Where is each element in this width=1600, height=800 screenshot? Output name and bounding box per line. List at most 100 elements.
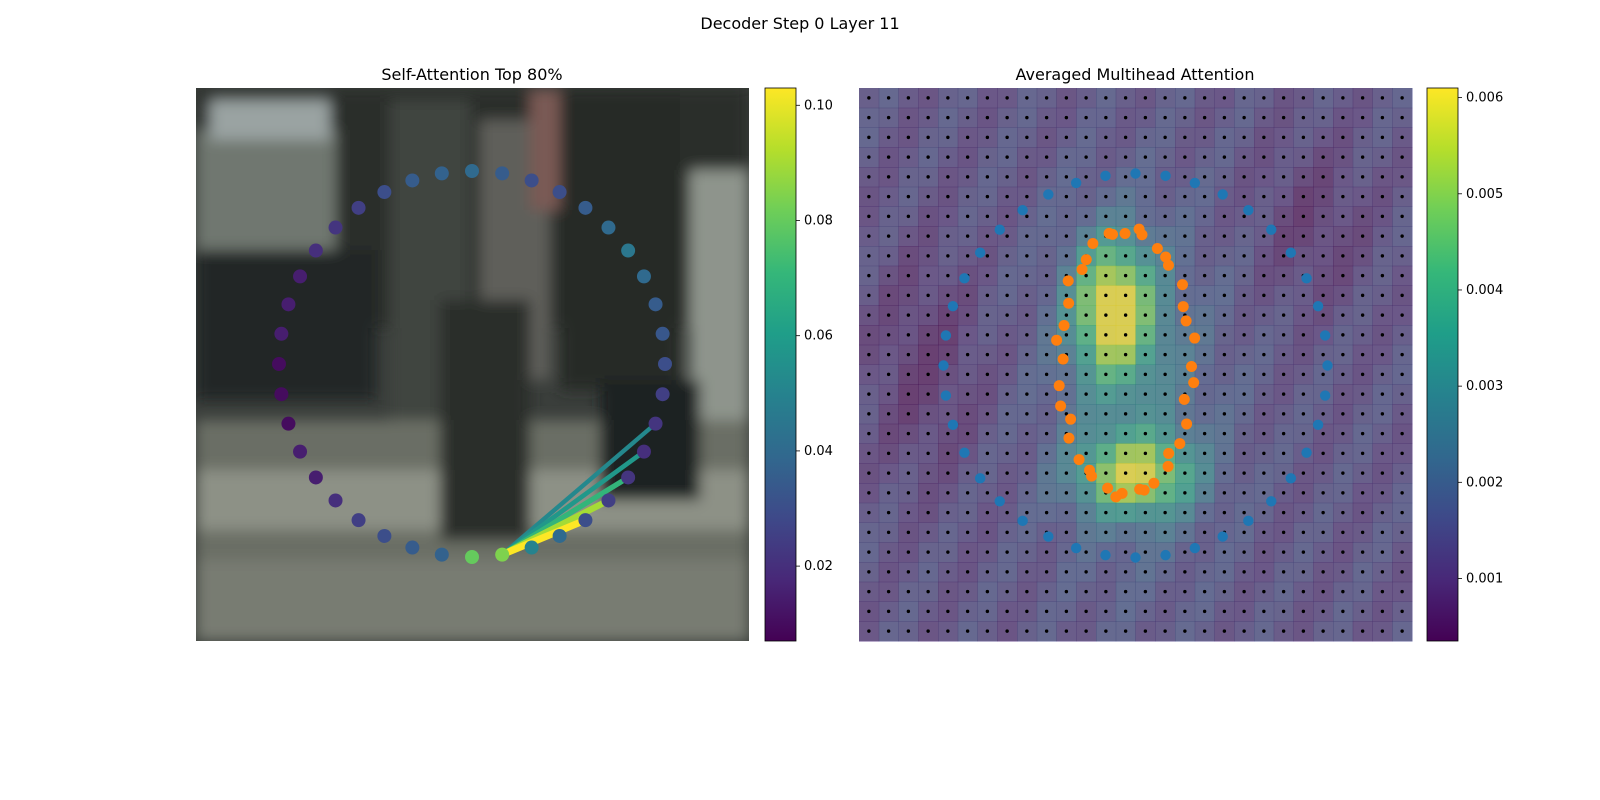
grid-dot	[1301, 510, 1306, 515]
grid-dot	[1301, 96, 1306, 100]
blue-point	[1217, 531, 1228, 542]
grid-dot	[1380, 431, 1385, 436]
grid-dot	[1005, 313, 1009, 317]
grid-dot	[1064, 530, 1069, 535]
grid-dot	[1025, 550, 1029, 554]
grid-dot	[1301, 333, 1306, 337]
grid-dot	[1262, 313, 1266, 317]
grid-dot	[1044, 333, 1049, 337]
grid-dot	[1183, 214, 1187, 219]
grid-dot	[1222, 570, 1227, 574]
grid-dot	[1281, 293, 1286, 298]
grid-dot	[1301, 313, 1306, 317]
grid-dot	[1202, 254, 1207, 258]
grid-dot	[1242, 412, 1246, 416]
grid-dot	[1123, 510, 1128, 515]
grid-dot	[1123, 135, 1128, 140]
grid-dot	[946, 135, 950, 140]
grid-dot	[985, 471, 990, 475]
grid-dot	[946, 510, 950, 515]
grid-dot	[1202, 333, 1207, 337]
grid-dot	[1143, 115, 1148, 120]
grid-dot	[1341, 431, 1345, 436]
grid-dot	[906, 155, 911, 159]
grid-dot	[1064, 510, 1069, 515]
grid-dot	[1123, 293, 1128, 298]
grid-dot	[946, 629, 950, 633]
grid-dot	[1400, 550, 1404, 554]
blue-point	[1243, 515, 1254, 527]
attention-point	[648, 297, 663, 312]
grid-dot	[1123, 175, 1128, 179]
grid-dot	[946, 491, 950, 495]
grid-dot	[886, 412, 891, 416]
grid-dot	[1242, 214, 1246, 219]
grid-dot	[965, 570, 970, 574]
grid-dot	[906, 589, 911, 594]
grid-dot	[867, 451, 871, 456]
grid-dot	[867, 234, 871, 238]
grid-dot	[1341, 392, 1345, 396]
orange-series	[1051, 223, 1201, 503]
grid-dot	[1202, 392, 1207, 396]
grid-dot	[1341, 96, 1345, 100]
grid-dot	[1183, 96, 1187, 100]
grid-dot	[1005, 135, 1009, 140]
grid-dot	[1143, 431, 1148, 436]
blue-point	[1017, 515, 1028, 527]
orange-point	[1073, 454, 1085, 466]
grid-dot	[906, 471, 911, 475]
grid-dot	[1044, 135, 1049, 140]
grid-dot	[1242, 431, 1246, 436]
grid-dot	[1360, 392, 1365, 396]
grid-dot	[1380, 530, 1385, 535]
attention-point	[281, 416, 296, 431]
grid-dot	[1301, 629, 1306, 633]
grid-dot	[1084, 451, 1088, 456]
grid-dot	[1400, 589, 1404, 594]
grid-dot	[965, 629, 970, 633]
grid-dot	[1202, 293, 1207, 298]
grid-dot	[1005, 175, 1009, 179]
grid-dot	[1044, 175, 1049, 179]
grid-dot	[886, 96, 891, 100]
attention-point	[495, 166, 510, 181]
grid-dot	[985, 234, 990, 238]
grid-dot	[1123, 352, 1128, 357]
blue-point	[940, 330, 952, 341]
grid-dot	[906, 194, 911, 199]
grid-dot	[1301, 570, 1306, 574]
orange-point	[1053, 380, 1065, 392]
grid-dot	[1321, 214, 1325, 219]
grid-dot	[1064, 609, 1069, 614]
grid-dot	[1183, 293, 1187, 298]
attention-point	[495, 547, 510, 562]
grid-dot	[946, 352, 950, 357]
grid-dot	[1183, 609, 1187, 614]
attention-point	[621, 470, 636, 485]
grid-dot	[867, 214, 871, 219]
grid-dot	[1183, 273, 1187, 278]
grid-dot	[1301, 214, 1306, 219]
orange-point	[1063, 297, 1075, 309]
grid-dot	[1222, 214, 1227, 219]
grid-dot	[1104, 313, 1108, 317]
grid-dot	[1281, 352, 1286, 357]
grid-dot	[1202, 155, 1207, 159]
grid-dot	[965, 194, 970, 199]
grid-dot	[1262, 550, 1266, 554]
grid-dot	[1380, 175, 1385, 179]
grid-dot	[1242, 313, 1246, 317]
grid-dot	[867, 412, 871, 416]
grid-dot	[1281, 550, 1286, 554]
grid-dot	[1341, 273, 1345, 278]
grid-dot	[1301, 392, 1306, 396]
grid-dot	[985, 115, 990, 120]
grid-dot	[1222, 550, 1227, 554]
grid-dot	[1341, 333, 1345, 337]
orange-point	[1055, 400, 1067, 412]
orange-point	[1102, 482, 1114, 494]
grid-dot	[926, 234, 930, 238]
grid-dot	[1163, 194, 1167, 199]
grid-dot	[985, 451, 990, 456]
